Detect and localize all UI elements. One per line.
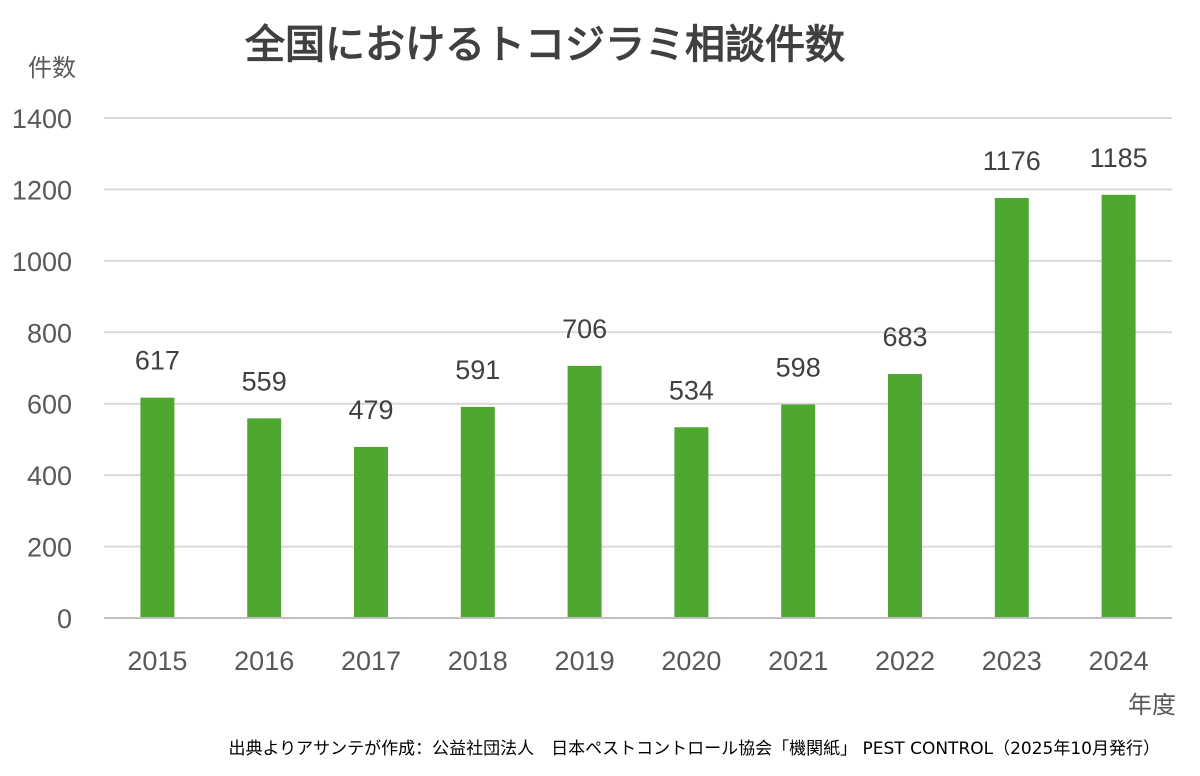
data-label-2023: 1176: [983, 146, 1041, 176]
y-axis-ticks: 0 200 400 600 800 1000 1200 1400: [12, 104, 72, 634]
bar-2019: [567, 365, 602, 618]
bar-2022: [888, 374, 922, 618]
x-tick-label: 2024: [1089, 646, 1149, 676]
x-tick-label: 2016: [234, 646, 294, 676]
x-axis-unit-label: 年度: [1128, 691, 1176, 719]
y-tick-label: 600: [27, 390, 72, 420]
x-tick-label: 2015: [127, 646, 187, 676]
bar-2015: [140, 397, 175, 618]
x-tick-label: 2022: [875, 646, 935, 676]
bar-2020: [674, 427, 709, 618]
data-label-2020: 534: [669, 375, 714, 405]
bar-2023: [994, 198, 1029, 618]
y-tick-label: 400: [27, 461, 72, 491]
data-label-2021: 598: [776, 352, 821, 382]
data-labels: 617 559 479 591 706 534 598 683 1176 1185: [135, 143, 1148, 425]
x-tick-label: 2017: [341, 646, 401, 676]
x-tick-label: 2023: [982, 646, 1042, 676]
x-tick-label: 2021: [768, 646, 828, 676]
x-tick-label: 2018: [448, 646, 508, 676]
data-label-2019: 706: [562, 314, 607, 344]
bar-2024: [1101, 194, 1136, 619]
x-axis-ticks: 2015 2016 2017 2018 2019 2020 2021 2022 2023 2024: [127, 646, 1148, 676]
bar-2021: [781, 404, 816, 618]
y-tick-label: 1400: [12, 104, 72, 134]
bar-2016: [247, 418, 282, 618]
y-axis-unit-label: 件数: [28, 54, 76, 82]
data-label-2017: 479: [348, 395, 393, 425]
bar-2018: [460, 406, 495, 618]
x-tick-label: 2020: [661, 646, 721, 676]
y-tick-label: 0: [57, 604, 72, 634]
gridlines: [104, 117, 1172, 548]
data-label-2018: 591: [455, 355, 500, 385]
bar-2017: [354, 446, 388, 618]
data-label-2015: 617: [135, 346, 180, 376]
y-tick-label: 200: [27, 533, 72, 563]
y-tick-label: 1000: [12, 247, 72, 277]
y-tick-label: 800: [27, 318, 72, 348]
y-tick-label: 1200: [12, 175, 72, 205]
data-label-2016: 559: [242, 366, 287, 396]
chart-title: 全国におけるトコジラミ相談件数: [244, 22, 845, 68]
data-label-2024: 1185: [1090, 143, 1148, 173]
bars: [140, 194, 1136, 619]
x-tick-label: 2019: [555, 646, 615, 676]
source-note: 出典よりアサンテが作成：公益社団法人 日本ペストコントロール協会「機関紙」 PE…: [228, 739, 1160, 759]
data-label-2022: 683: [882, 322, 927, 352]
